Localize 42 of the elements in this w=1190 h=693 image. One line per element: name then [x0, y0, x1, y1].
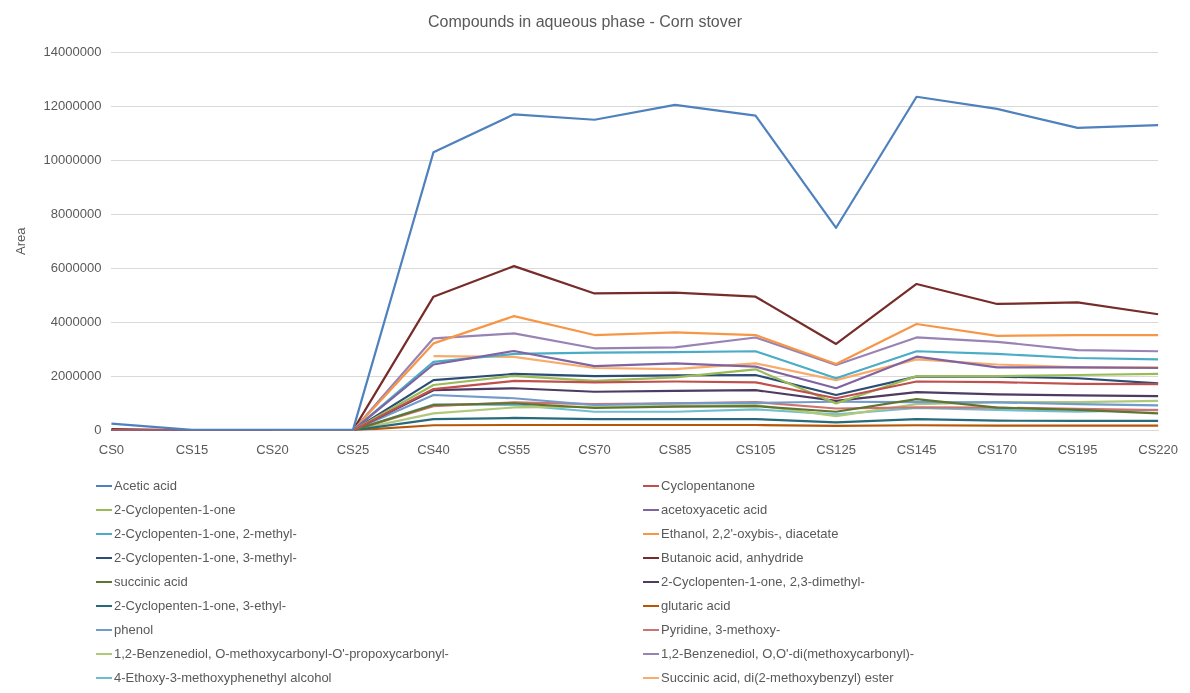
y-tick-label: 12000000: [43, 97, 102, 113]
x-tick-label: CS15: [175, 441, 209, 457]
y-tick-label: 4000000: [50, 313, 102, 329]
x-tick-label: CS105: [735, 441, 776, 457]
y-axis-title: Area: [13, 226, 29, 256]
chart-title: Compounds in aqueous phase - Corn stover: [428, 13, 743, 31]
legend-label: 2-Cyclopenten-1-one: [114, 502, 236, 517]
y-tick-label: 2000000: [50, 367, 102, 383]
legend-label: succinic acid: [114, 574, 188, 589]
legend-label: Ethanol, 2,2'-oxybis-, diacetate: [661, 526, 839, 541]
y-tick-label: 8000000: [50, 205, 102, 221]
legend-label: Cyclopentanone: [661, 478, 755, 493]
x-tick-label: CS25: [336, 441, 370, 457]
legend-label: Succinic acid, di(2-methoxybenzyl) ester: [661, 670, 894, 685]
legend-label: glutaric acid: [661, 598, 731, 613]
legend-label: 1,2-Benzenediol, O-methoxycarbonyl-O'-propoxycarbonyl-: [114, 646, 449, 661]
x-tick-label: CS125: [816, 441, 856, 457]
x-tick-label: CS70: [578, 441, 611, 457]
y-tick-label: 0: [94, 421, 102, 437]
legend-label: 1,2-Benzenediol, O,O'-di(methoxycarbonyl)-: [661, 646, 915, 661]
legend-label: 2-Cyclopenten-1-one, 3-ethyl-: [114, 598, 286, 613]
x-tick-label: CS195: [1057, 441, 1098, 457]
x-tick-label: CS85: [658, 441, 692, 457]
legend-label: 4-Ethoxy-3-methoxyphenethyl alcohol: [114, 670, 332, 685]
x-tick-label: CS0: [98, 441, 125, 457]
x-tick-label: CS40: [417, 441, 450, 457]
legend-label: 2-Cyclopenten-1-one, 2-methyl-: [114, 526, 297, 541]
x-tick-label: CS20: [256, 441, 289, 457]
y-tick-label: 6000000: [50, 259, 102, 275]
legend-label: Butanoic acid, anhydride: [661, 550, 804, 565]
y-tick-label: 14000000: [43, 43, 102, 59]
y-tick-label: 10000000: [43, 151, 102, 167]
legend-label: Pyridine, 3-methoxy-: [661, 622, 781, 637]
legend-label: acetoxyacetic acid: [661, 502, 768, 517]
x-tick-label: CS170: [977, 441, 1017, 457]
x-tick-label: CS55: [497, 441, 531, 457]
legend-label: Acetic acid: [114, 478, 177, 493]
legend-label: phenol: [114, 622, 154, 637]
x-tick-label: CS220: [1138, 441, 1178, 457]
legend-label: 2-Cyclopenten-1-one, 2,3-dimethyl-: [661, 574, 865, 589]
x-tick-label: CS145: [896, 441, 937, 457]
legend-label: 2-Cyclopenten-1-one, 3-methyl-: [114, 550, 297, 565]
